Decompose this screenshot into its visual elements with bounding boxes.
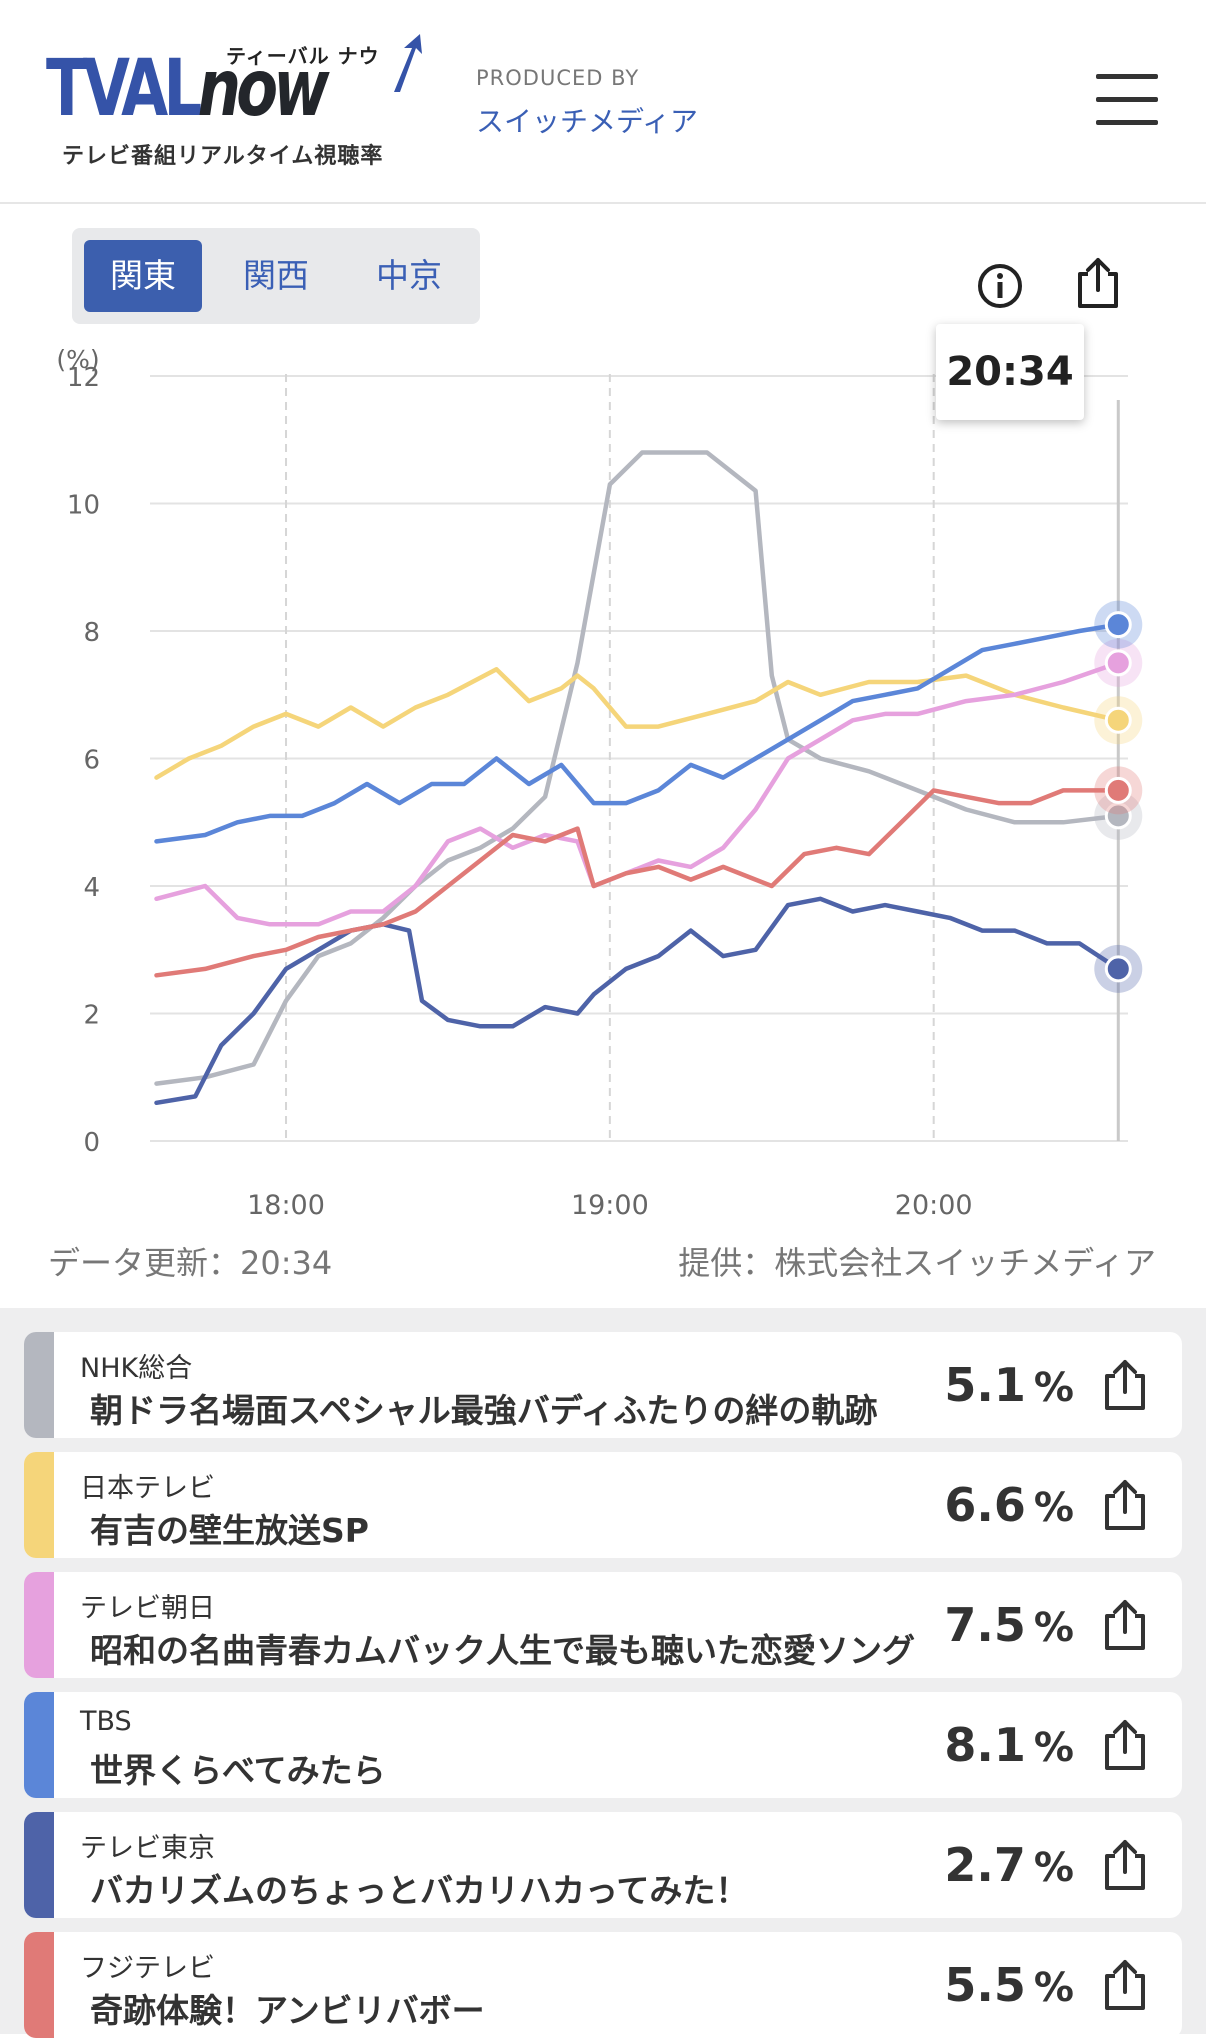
- station-name: フジテレビ: [80, 1953, 215, 1984]
- y-tick-label: 12: [67, 363, 100, 393]
- time-tooltip: 20:34: [936, 324, 1084, 420]
- data-provider: 提供：株式会社スイッチメディア: [678, 1244, 1156, 1282]
- data-update-time: データ更新：20:34: [48, 1244, 333, 1282]
- channel-color-bar: [24, 1932, 54, 2038]
- channel-color-bar: [24, 1452, 54, 1558]
- channel-card-tv-tokyo[interactable]: テレビ東京 バカリズムのちょっとバカリハカってみた！ 2.7%: [24, 1812, 1182, 1918]
- rating-value: 5.5%: [944, 1958, 1074, 2012]
- ratings-line-chart[interactable]: 0 2 4 6 8 10 12 18:00 19:00 20:00 (%): [0, 330, 1206, 1230]
- y-tick-label: 0: [83, 1128, 100, 1158]
- series-line-4[interactable]: [154, 896, 1121, 1106]
- app-header: ティーバル ナウ TVALnow テレビ番組リアルタイム視聴率 PRODUCED…: [0, 0, 1206, 204]
- series-line-1[interactable]: [154, 667, 1121, 780]
- station-name: NHK総合: [80, 1353, 193, 1384]
- station-name: テレビ朝日: [80, 1593, 215, 1624]
- channel-card-nhk[interactable]: NHK総合 朝ドラ名場面スペシャル最強バディふたりの絆の軌跡 5.1%: [24, 1332, 1182, 1438]
- rating-value: 8.1%: [944, 1718, 1074, 1772]
- info-icon[interactable]: [976, 262, 1024, 310]
- channel-card-tbs[interactable]: TBS 世界くらべてみたら 8.1%: [24, 1692, 1182, 1798]
- rating-value: 7.5%: [944, 1598, 1074, 1652]
- program-title: 朝ドラ名場面スペシャル最強バディふたりの絆の軌跡: [90, 1391, 878, 1430]
- channel-card-fuji-tv[interactable]: フジテレビ 奇跡体験！アンビリバボー 5.5%: [24, 1932, 1182, 2038]
- channel-color-bar: [24, 1692, 54, 1798]
- y-tick-label: 8: [83, 618, 100, 648]
- channel-card-ntv[interactable]: 日本テレビ 有吉の壁生放送SP 6.6%: [24, 1452, 1182, 1558]
- share-icon[interactable]: [1100, 1478, 1150, 1532]
- x-tick-label: 20:00: [895, 1190, 973, 1221]
- logo-kana: ティーバル ナウ: [226, 44, 380, 68]
- logo-subtitle: テレビ番組リアルタイム視聴率: [62, 144, 384, 169]
- channel-color-bar: [24, 1332, 54, 1438]
- series-end-dot[interactable]: [1104, 649, 1132, 677]
- program-title: 昭和の名曲青春カムバック人生で最も聴いた恋愛ソング: [90, 1631, 915, 1670]
- logo-wordmark: TVALnow: [46, 44, 330, 134]
- y-tick-label: 6: [83, 746, 100, 776]
- tab-kanto[interactable]: 関東: [84, 240, 202, 312]
- y-tick-label: 10: [67, 491, 100, 521]
- hamburger-menu-icon[interactable]: [1096, 74, 1158, 126]
- tvalnow-logo[interactable]: ティーバル ナウ TVALnow テレビ番組リアルタイム視聴率: [46, 30, 422, 170]
- station-name: 日本テレビ: [80, 1473, 215, 1504]
- logo-arrow-icon: [394, 34, 422, 92]
- series-end-dot[interactable]: [1104, 706, 1132, 734]
- channel-color-bar: [24, 1812, 54, 1918]
- produced-by-label: PRODUCED BY: [476, 66, 640, 90]
- channel-color-bar: [24, 1572, 54, 1678]
- x-tick-label: 18:00: [247, 1190, 325, 1221]
- tab-kansai[interactable]: 関西: [243, 256, 309, 295]
- rating-value: 6.6%: [944, 1478, 1074, 1532]
- series-line-0[interactable]: [154, 450, 1121, 1086]
- channel-card-tv-asahi[interactable]: テレビ朝日 昭和の名曲青春カムバック人生で最も聴いた恋愛ソング 7.5%: [24, 1572, 1182, 1678]
- series-line-5[interactable]: [154, 788, 1121, 978]
- tab-chukyo[interactable]: 中京: [376, 256, 442, 295]
- rating-value: 2.7%: [944, 1838, 1074, 1892]
- series-end-dot[interactable]: [1104, 611, 1132, 639]
- program-title: 有吉の壁生放送SP: [90, 1511, 369, 1550]
- producer-name[interactable]: スイッチメディア: [476, 105, 699, 138]
- station-name: TBS: [80, 1706, 132, 1737]
- program-title: 世界くらべてみたら: [90, 1751, 386, 1790]
- y-tick-label: 2: [83, 1001, 100, 1031]
- series-end-dot[interactable]: [1104, 776, 1132, 804]
- share-icon[interactable]: [1100, 1358, 1150, 1412]
- y-axis-unit-label: (%): [56, 345, 99, 374]
- program-title: 奇跡体験！アンビリバボー: [90, 1991, 485, 2030]
- station-name: テレビ東京: [80, 1833, 215, 1864]
- series-line-3[interactable]: [154, 622, 1121, 844]
- share-icon[interactable]: [1100, 1958, 1150, 2012]
- rating-value: 5.1%: [944, 1358, 1074, 1412]
- program-title: バカリズムのちょっとバカリハカってみた！: [90, 1871, 749, 1910]
- share-icon[interactable]: [1100, 1598, 1150, 1652]
- share-icon[interactable]: [1074, 256, 1122, 310]
- region-tab-group: 関東 関西 中京: [72, 228, 480, 324]
- series-end-dot[interactable]: [1104, 955, 1132, 983]
- y-tick-label: 4: [83, 873, 100, 903]
- channel-list: NHK総合 朝ドラ名場面スペシャル最強バディふたりの絆の軌跡 5.1% 日本テレ…: [0, 1308, 1206, 2038]
- x-tick-label: 19:00: [571, 1190, 649, 1221]
- share-icon[interactable]: [1100, 1718, 1150, 1772]
- share-icon[interactable]: [1100, 1838, 1150, 1892]
